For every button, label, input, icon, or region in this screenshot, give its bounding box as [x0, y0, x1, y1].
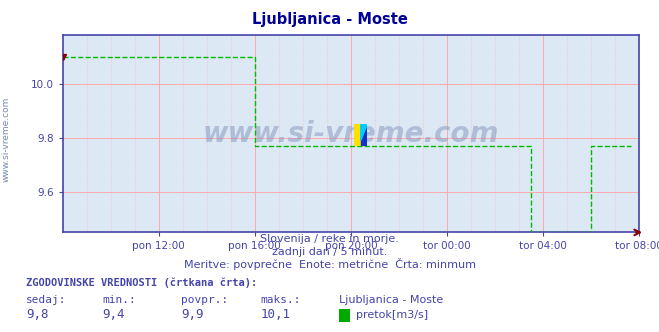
Text: www.si-vreme.com: www.si-vreme.com	[2, 97, 11, 182]
Text: zadnji dan / 5 minut.: zadnji dan / 5 minut.	[272, 247, 387, 257]
Text: Slovenija / reke in morje.: Slovenija / reke in morje.	[260, 234, 399, 244]
Text: 9,8: 9,8	[26, 308, 49, 321]
Text: 9,9: 9,9	[181, 308, 204, 321]
Text: min.:: min.:	[102, 295, 136, 305]
Text: Ljubljanica - Moste: Ljubljanica - Moste	[252, 12, 407, 27]
Text: www.si-vreme.com: www.si-vreme.com	[203, 120, 499, 148]
Text: pretok[m3/s]: pretok[m3/s]	[356, 310, 428, 320]
Text: povpr.:: povpr.:	[181, 295, 229, 305]
Polygon shape	[361, 124, 368, 140]
Text: Ljubljanica - Moste: Ljubljanica - Moste	[339, 295, 444, 305]
Text: 9,4: 9,4	[102, 308, 125, 321]
Text: maks.:: maks.:	[260, 295, 301, 305]
Text: sedaj:: sedaj:	[26, 295, 67, 305]
Bar	[361, 124, 368, 146]
Bar	[355, 124, 361, 146]
Text: 10,1: 10,1	[260, 308, 291, 321]
Text: Meritve: povprečne  Enote: metrične  Črta: minmum: Meritve: povprečne Enote: metrične Črta:…	[183, 258, 476, 270]
Text: ZGODOVINSKE VREDNOSTI (črtkana črta):: ZGODOVINSKE VREDNOSTI (črtkana črta):	[26, 278, 258, 288]
